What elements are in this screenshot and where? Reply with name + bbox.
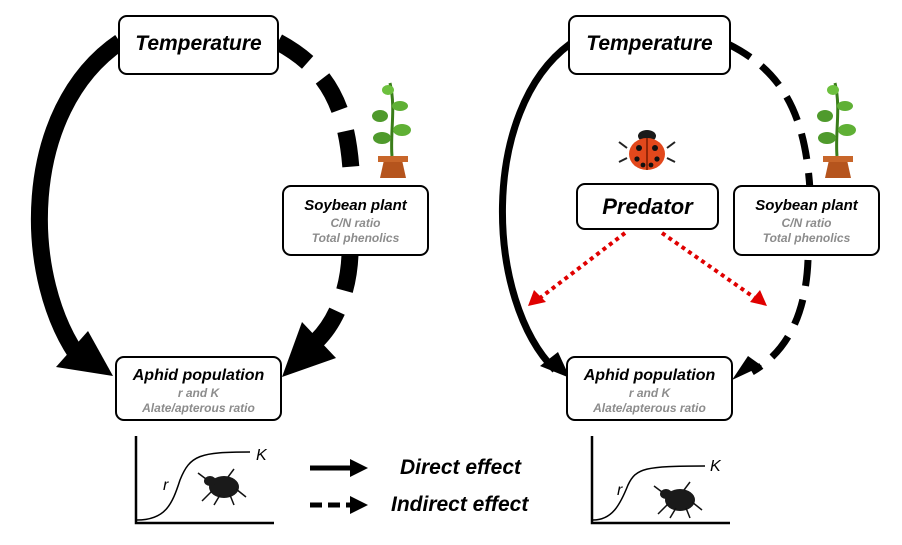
left-direct-arrow bbox=[30, 34, 125, 376]
temperature-box-right: Temperature bbox=[568, 15, 731, 75]
soybean-cn-ratio: C/N ratio bbox=[781, 216, 832, 230]
aphid-alate-ratio: Alate/apterous ratio bbox=[593, 401, 706, 415]
aphid-r-k: r and K bbox=[628, 386, 671, 400]
predator-box: Predator bbox=[576, 183, 719, 230]
r-label: r bbox=[163, 477, 169, 494]
aphid-box-left: Aphid population r and K Alate/apterous … bbox=[115, 356, 282, 421]
aphid-icon bbox=[653, 481, 703, 519]
legend-indirect-label: Indirect effect bbox=[391, 493, 529, 516]
soybean-title: Soybean plant bbox=[304, 197, 407, 214]
soybean-title: Soybean plant bbox=[755, 197, 858, 214]
ladybug-icon bbox=[618, 130, 676, 170]
soybean-box-right: Soybean plant C/N ratio Total phenolics bbox=[733, 185, 880, 256]
right-direct-arrow bbox=[498, 41, 573, 378]
r-label: r bbox=[617, 482, 623, 499]
temperature-label: Temperature bbox=[135, 32, 262, 55]
soybean-phenolics: Total phenolics bbox=[762, 231, 851, 245]
temperature-label: Temperature bbox=[586, 32, 713, 55]
growth-curve-left: r K bbox=[134, 436, 274, 525]
aphid-icon bbox=[197, 468, 247, 506]
soybean-box-left: Soybean plant C/N ratio Total phenolics bbox=[282, 185, 429, 256]
k-label: K bbox=[710, 458, 722, 475]
predator-label: Predator bbox=[602, 194, 693, 219]
predation-arrows bbox=[528, 231, 767, 306]
aphid-r-k: r and K bbox=[177, 386, 220, 400]
growth-curve-right: r K bbox=[590, 436, 730, 525]
right-indirect-arrow bbox=[726, 40, 814, 380]
legend-direct-arrow bbox=[310, 459, 368, 477]
aphid-title: Aphid population bbox=[132, 367, 265, 384]
soybean-plant-icon bbox=[817, 82, 856, 178]
k-label: K bbox=[256, 447, 268, 464]
legend-indirect-arrow bbox=[310, 496, 368, 514]
legend-direct-label: Direct effect bbox=[400, 456, 521, 479]
soybean-cn-ratio: C/N ratio bbox=[330, 216, 381, 230]
soybean-plant-icon bbox=[372, 82, 411, 178]
aphid-box-right: Aphid population r and K Alate/apterous … bbox=[566, 356, 733, 421]
left-indirect-arrow bbox=[273, 34, 361, 377]
soybean-phenolics: Total phenolics bbox=[311, 231, 400, 245]
aphid-alate-ratio: Alate/apterous ratio bbox=[142, 401, 255, 415]
aphid-title: Aphid population bbox=[583, 367, 716, 384]
temperature-box-left: Temperature bbox=[118, 15, 279, 75]
